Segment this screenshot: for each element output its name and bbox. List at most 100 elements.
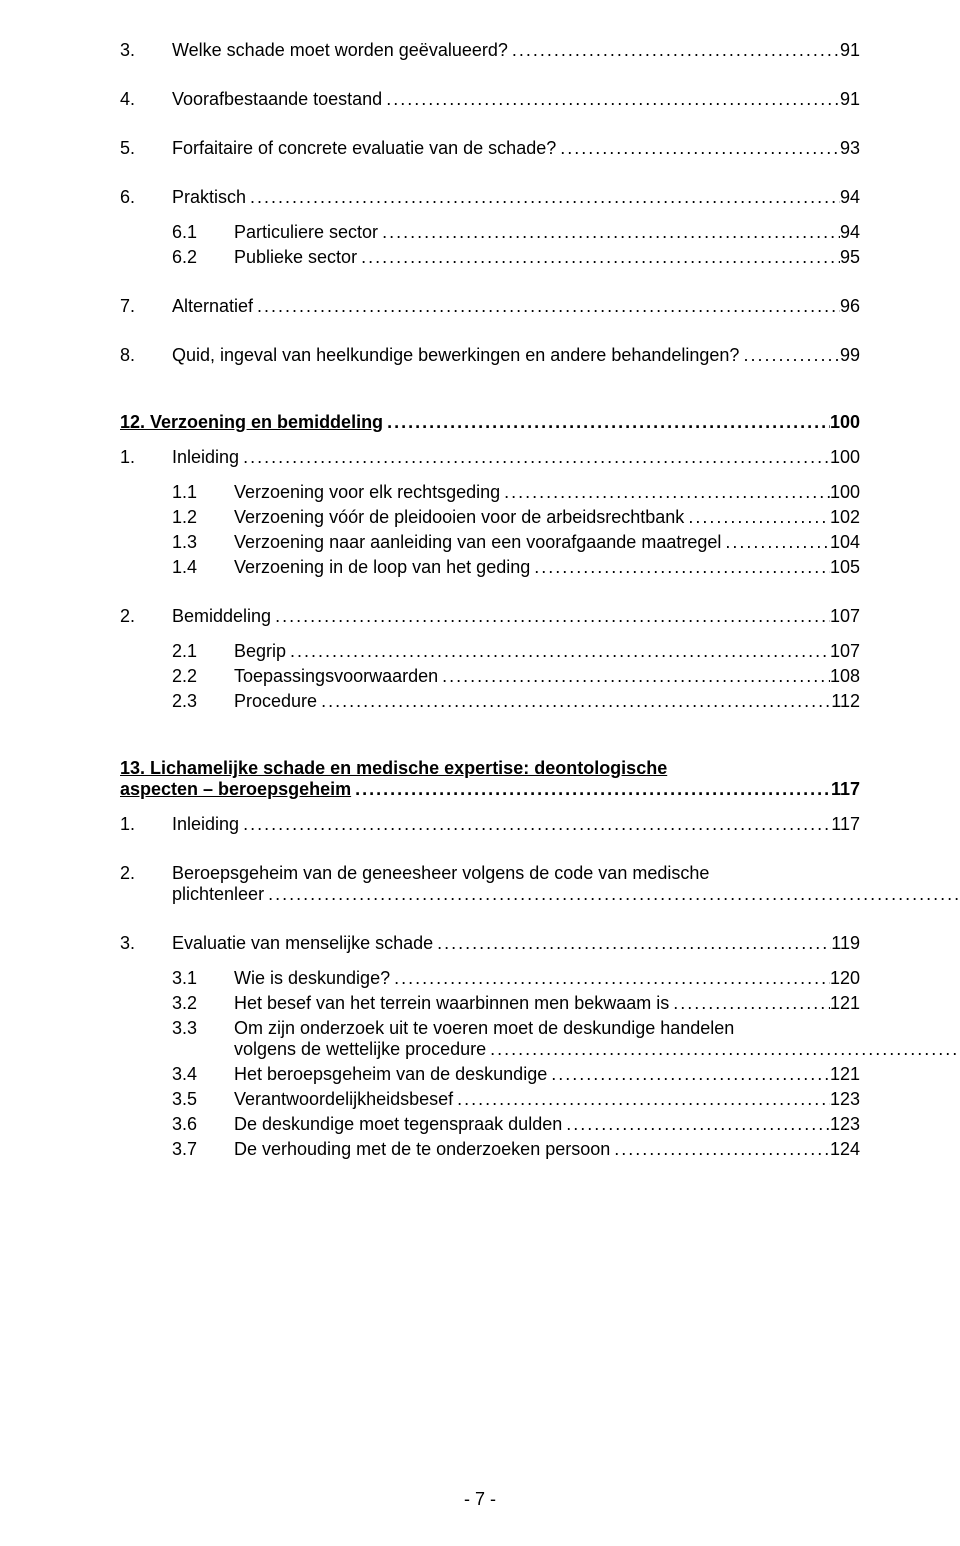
entry-number: 3.2 bbox=[172, 993, 234, 1014]
entry-label: Verzoening vóór de pleidooien voor de ar… bbox=[234, 507, 684, 528]
leader-dots bbox=[433, 933, 831, 954]
entry-label: De deskundige moet tegenspraak dulden bbox=[234, 1114, 562, 1135]
section-13-heading: 13. Lichamelijke schade en medische expe… bbox=[120, 758, 860, 800]
toc-entry-level2: 3.6De deskundige moet tegenspraak dulden… bbox=[120, 1114, 860, 1135]
toc-entry-level2: 1.3Verzoening naar aanleiding van een vo… bbox=[120, 532, 860, 553]
entry-number: 3.7 bbox=[172, 1139, 234, 1160]
leader-dots bbox=[556, 138, 840, 159]
entry-page: 100 bbox=[830, 447, 860, 468]
entry-page: 91 bbox=[840, 89, 860, 110]
leader-dots bbox=[739, 345, 840, 366]
entry-number: 3. bbox=[120, 40, 172, 61]
entry-page: 124 bbox=[830, 1139, 860, 1160]
entry-label: Wie is deskundige? bbox=[234, 968, 390, 989]
entry-number: 7. bbox=[120, 296, 172, 317]
entry-number: 1. bbox=[120, 814, 172, 835]
section-12-heading: 12. Verzoening en bemiddeling 100 bbox=[120, 412, 860, 433]
toc-entry-level2: 2.1Begrip107 bbox=[120, 641, 860, 662]
entry-number: 6.2 bbox=[172, 247, 234, 268]
leader-dots bbox=[253, 296, 840, 317]
leader-dots bbox=[721, 532, 830, 553]
leader-dots bbox=[382, 89, 840, 110]
entry-label: Verzoening in de loop van het geding bbox=[234, 557, 530, 578]
entry-page: 104 bbox=[830, 532, 860, 553]
entry-label: Publieke sector bbox=[234, 247, 357, 268]
toc-entry-level2: 6.2Publieke sector95 bbox=[120, 247, 860, 268]
leader-dots bbox=[669, 993, 830, 1014]
page-footer: - 7 - bbox=[0, 1489, 960, 1510]
leader-dots bbox=[286, 641, 830, 662]
entry-label: Praktisch bbox=[172, 187, 246, 208]
leader-dots bbox=[357, 247, 840, 268]
entry-page: 94 bbox=[840, 187, 860, 208]
leader-dots bbox=[508, 40, 840, 61]
entry-page: 108 bbox=[830, 666, 860, 687]
page-number: - 7 - bbox=[464, 1489, 496, 1509]
entry-page: 117 bbox=[831, 814, 860, 835]
entry-label: Verzoening naar aanleiding van een voora… bbox=[234, 532, 721, 553]
entry-label: Forfaitaire of concrete evaluatie van de… bbox=[172, 138, 556, 159]
toc-entry-level1: 5.Forfaitaire of concrete evaluatie van … bbox=[120, 138, 860, 159]
entry-page: 100 bbox=[830, 482, 860, 503]
leader-dots bbox=[239, 447, 830, 468]
section-page: 117 bbox=[831, 779, 860, 800]
leader-dots bbox=[684, 507, 830, 528]
leader-dots bbox=[453, 1089, 830, 1110]
entry-number: 4. bbox=[120, 89, 172, 110]
entry-number: 2.3 bbox=[172, 691, 234, 712]
entry-number: 2. bbox=[120, 606, 172, 627]
entry-label-multiline: Om zijn onderzoek uit te voeren moet de … bbox=[234, 1018, 960, 1060]
entry-number: 3.3 bbox=[172, 1018, 234, 1039]
entry-label-line1: Om zijn onderzoek uit te voeren moet de … bbox=[234, 1018, 960, 1039]
table-of-contents: 3.Welke schade moet worden geëvalueerd?9… bbox=[120, 40, 860, 1160]
section-title-line2: aspecten – beroepsgeheim bbox=[120, 779, 351, 800]
entry-number: 3.1 bbox=[172, 968, 234, 989]
toc-entry-level2: 2.2Toepassingsvoorwaarden108 bbox=[120, 666, 860, 687]
entry-number: 2. bbox=[120, 863, 172, 884]
leader-dots bbox=[383, 412, 830, 433]
entry-page: 123 bbox=[830, 1114, 860, 1135]
toc-entry-level2: 3.1Wie is deskundige?120 bbox=[120, 968, 860, 989]
entry-number: 8. bbox=[120, 345, 172, 366]
leader-dots bbox=[547, 1064, 830, 1085]
entry-label: Verzoening voor elk rechtsgeding bbox=[234, 482, 500, 503]
entry-number: 3.5 bbox=[172, 1089, 234, 1110]
entry-page: 119 bbox=[831, 933, 860, 954]
leader-dots bbox=[390, 968, 830, 989]
toc-entry-level1: 3.Welke schade moet worden geëvalueerd?9… bbox=[120, 40, 860, 61]
entry-page: 123 bbox=[830, 1089, 860, 1110]
toc-entry-level2: 3.3Om zijn onderzoek uit te voeren moet … bbox=[120, 1018, 860, 1060]
entry-label: Begrip bbox=[234, 641, 286, 662]
toc-entry-level1: 6.Praktisch94 bbox=[120, 187, 860, 208]
entry-label: Het beroepsgeheim van de deskundige bbox=[234, 1064, 547, 1085]
entry-label: Procedure bbox=[234, 691, 317, 712]
entry-page: 121 bbox=[830, 1064, 860, 1085]
entry-page: 105 bbox=[830, 557, 860, 578]
entry-number: 3. bbox=[120, 933, 172, 954]
toc-entry-level1: 2.Bemiddeling107 bbox=[120, 606, 860, 627]
leader-dots bbox=[500, 482, 830, 503]
entry-page: 96 bbox=[840, 296, 860, 317]
entry-label: Quid, ingeval van heelkundige bewerkinge… bbox=[172, 345, 739, 366]
leader-dots bbox=[530, 557, 830, 578]
toc-entry-level1: 3.Evaluatie van menselijke schade 119 bbox=[120, 933, 860, 954]
toc-entry-level1: 1.Inleiding100 bbox=[120, 447, 860, 468]
entry-label: Evaluatie van menselijke schade bbox=[172, 933, 433, 954]
toc-entry-level1: 1.Inleiding117 bbox=[120, 814, 860, 835]
toc-block: 1.Inleiding1001.1Verzoening voor elk rec… bbox=[120, 447, 860, 712]
entry-number: 3.4 bbox=[172, 1064, 234, 1085]
leader-dots bbox=[486, 1039, 960, 1060]
toc-entry-level2: 1.2Verzoening vóór de pleidooien voor de… bbox=[120, 507, 860, 528]
entry-label: Welke schade moet worden geëvalueerd? bbox=[172, 40, 508, 61]
entry-number: 1.1 bbox=[172, 482, 234, 503]
entry-page: 102 bbox=[830, 507, 860, 528]
entry-label: Inleiding bbox=[172, 447, 239, 468]
entry-number: 2.2 bbox=[172, 666, 234, 687]
entry-number: 6.1 bbox=[172, 222, 234, 243]
toc-entry-level1: 8.Quid, ingeval van heelkundige bewerkin… bbox=[120, 345, 860, 366]
toc-entry-level2: 3.7De verhouding met de te onderzoeken p… bbox=[120, 1139, 860, 1160]
toc-block: 1.Inleiding1172.Beroepsgeheim van de gen… bbox=[120, 814, 860, 1160]
leader-dots bbox=[438, 666, 830, 687]
entry-label: Particuliere sector bbox=[234, 222, 378, 243]
leader-dots bbox=[239, 814, 831, 835]
